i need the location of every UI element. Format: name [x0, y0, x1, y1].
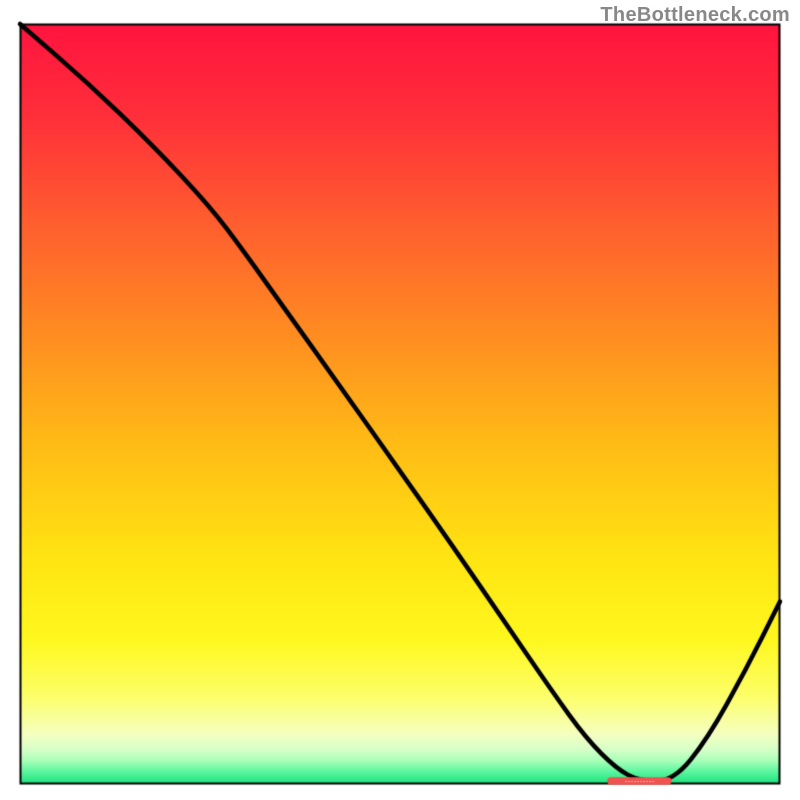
watermark-text: TheBottleneck.com — [600, 4, 790, 27]
bottleneck-gradient-chart — [0, 0, 800, 800]
